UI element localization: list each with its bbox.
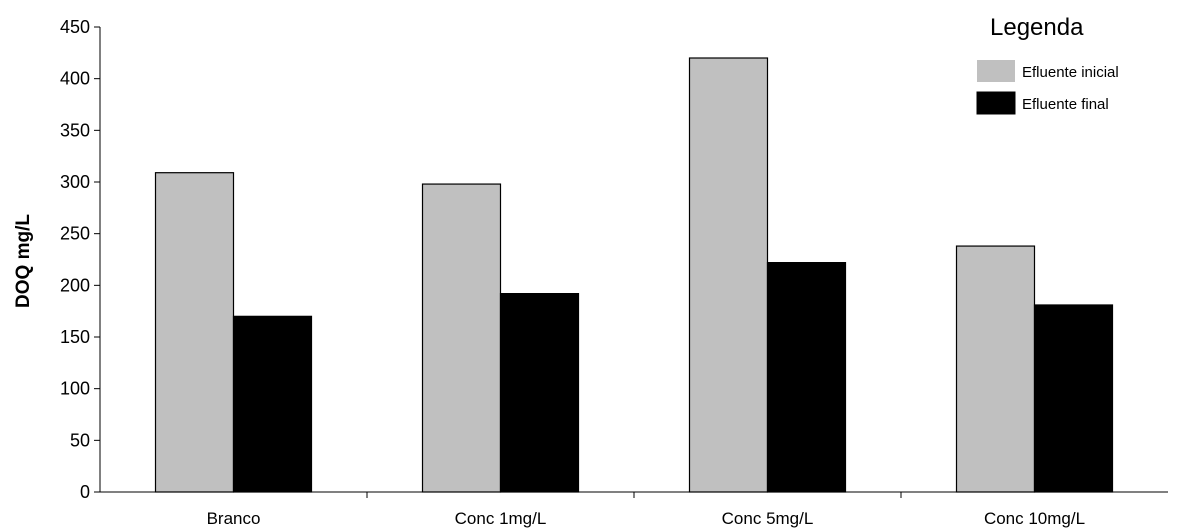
y-tick-label: 0 bbox=[80, 482, 90, 502]
x-tick-label: Conc 5mg/L bbox=[722, 509, 814, 528]
y-tick-label: 400 bbox=[60, 69, 90, 89]
x-tick-label: Conc 10mg/L bbox=[984, 509, 1085, 528]
legend-title: Legenda bbox=[990, 14, 1084, 41]
x-axis: Branco Conc 1mg/L Conc 5mg/L Conc 10mg/L bbox=[100, 491, 1168, 528]
y-tick-label: 250 bbox=[60, 224, 90, 244]
y-axis-title: DOQ mg/L bbox=[13, 214, 34, 308]
bar-efluente-final bbox=[766, 262, 847, 493]
x-tick-label: Conc 1mg/L bbox=[455, 509, 547, 528]
y-tick-label: 350 bbox=[60, 120, 90, 140]
y-tick-label: 150 bbox=[60, 327, 90, 347]
legend-swatch bbox=[977, 60, 1015, 82]
legend-label: Efluente inicial bbox=[1022, 64, 1119, 81]
legend-label: Efluente final bbox=[1022, 96, 1109, 113]
bar-efluente-inicial bbox=[421, 183, 502, 493]
legend: Legenda Efluente inicial Efluente final bbox=[976, 14, 1119, 115]
y-tick-label: 300 bbox=[60, 172, 90, 192]
y-tick-label: 50 bbox=[70, 430, 90, 450]
bars bbox=[154, 57, 1114, 493]
x-tick-label: Branco bbox=[207, 509, 261, 528]
bar-efluente-final bbox=[1033, 304, 1114, 493]
y-tick-label: 200 bbox=[60, 275, 90, 295]
y-axis: 0 50 100 150 200 250 300 350 400 450 bbox=[60, 17, 101, 502]
y-tick-label: 100 bbox=[60, 379, 90, 399]
bar-efluente-final bbox=[499, 293, 580, 493]
bar-efluente-inicial bbox=[955, 245, 1036, 493]
bar-efluente-inicial bbox=[688, 57, 769, 493]
y-tick-label: 450 bbox=[60, 17, 90, 37]
legend-swatch bbox=[976, 91, 1016, 115]
bar-efluente-inicial bbox=[154, 172, 235, 493]
bar-efluente-final bbox=[232, 315, 313, 493]
